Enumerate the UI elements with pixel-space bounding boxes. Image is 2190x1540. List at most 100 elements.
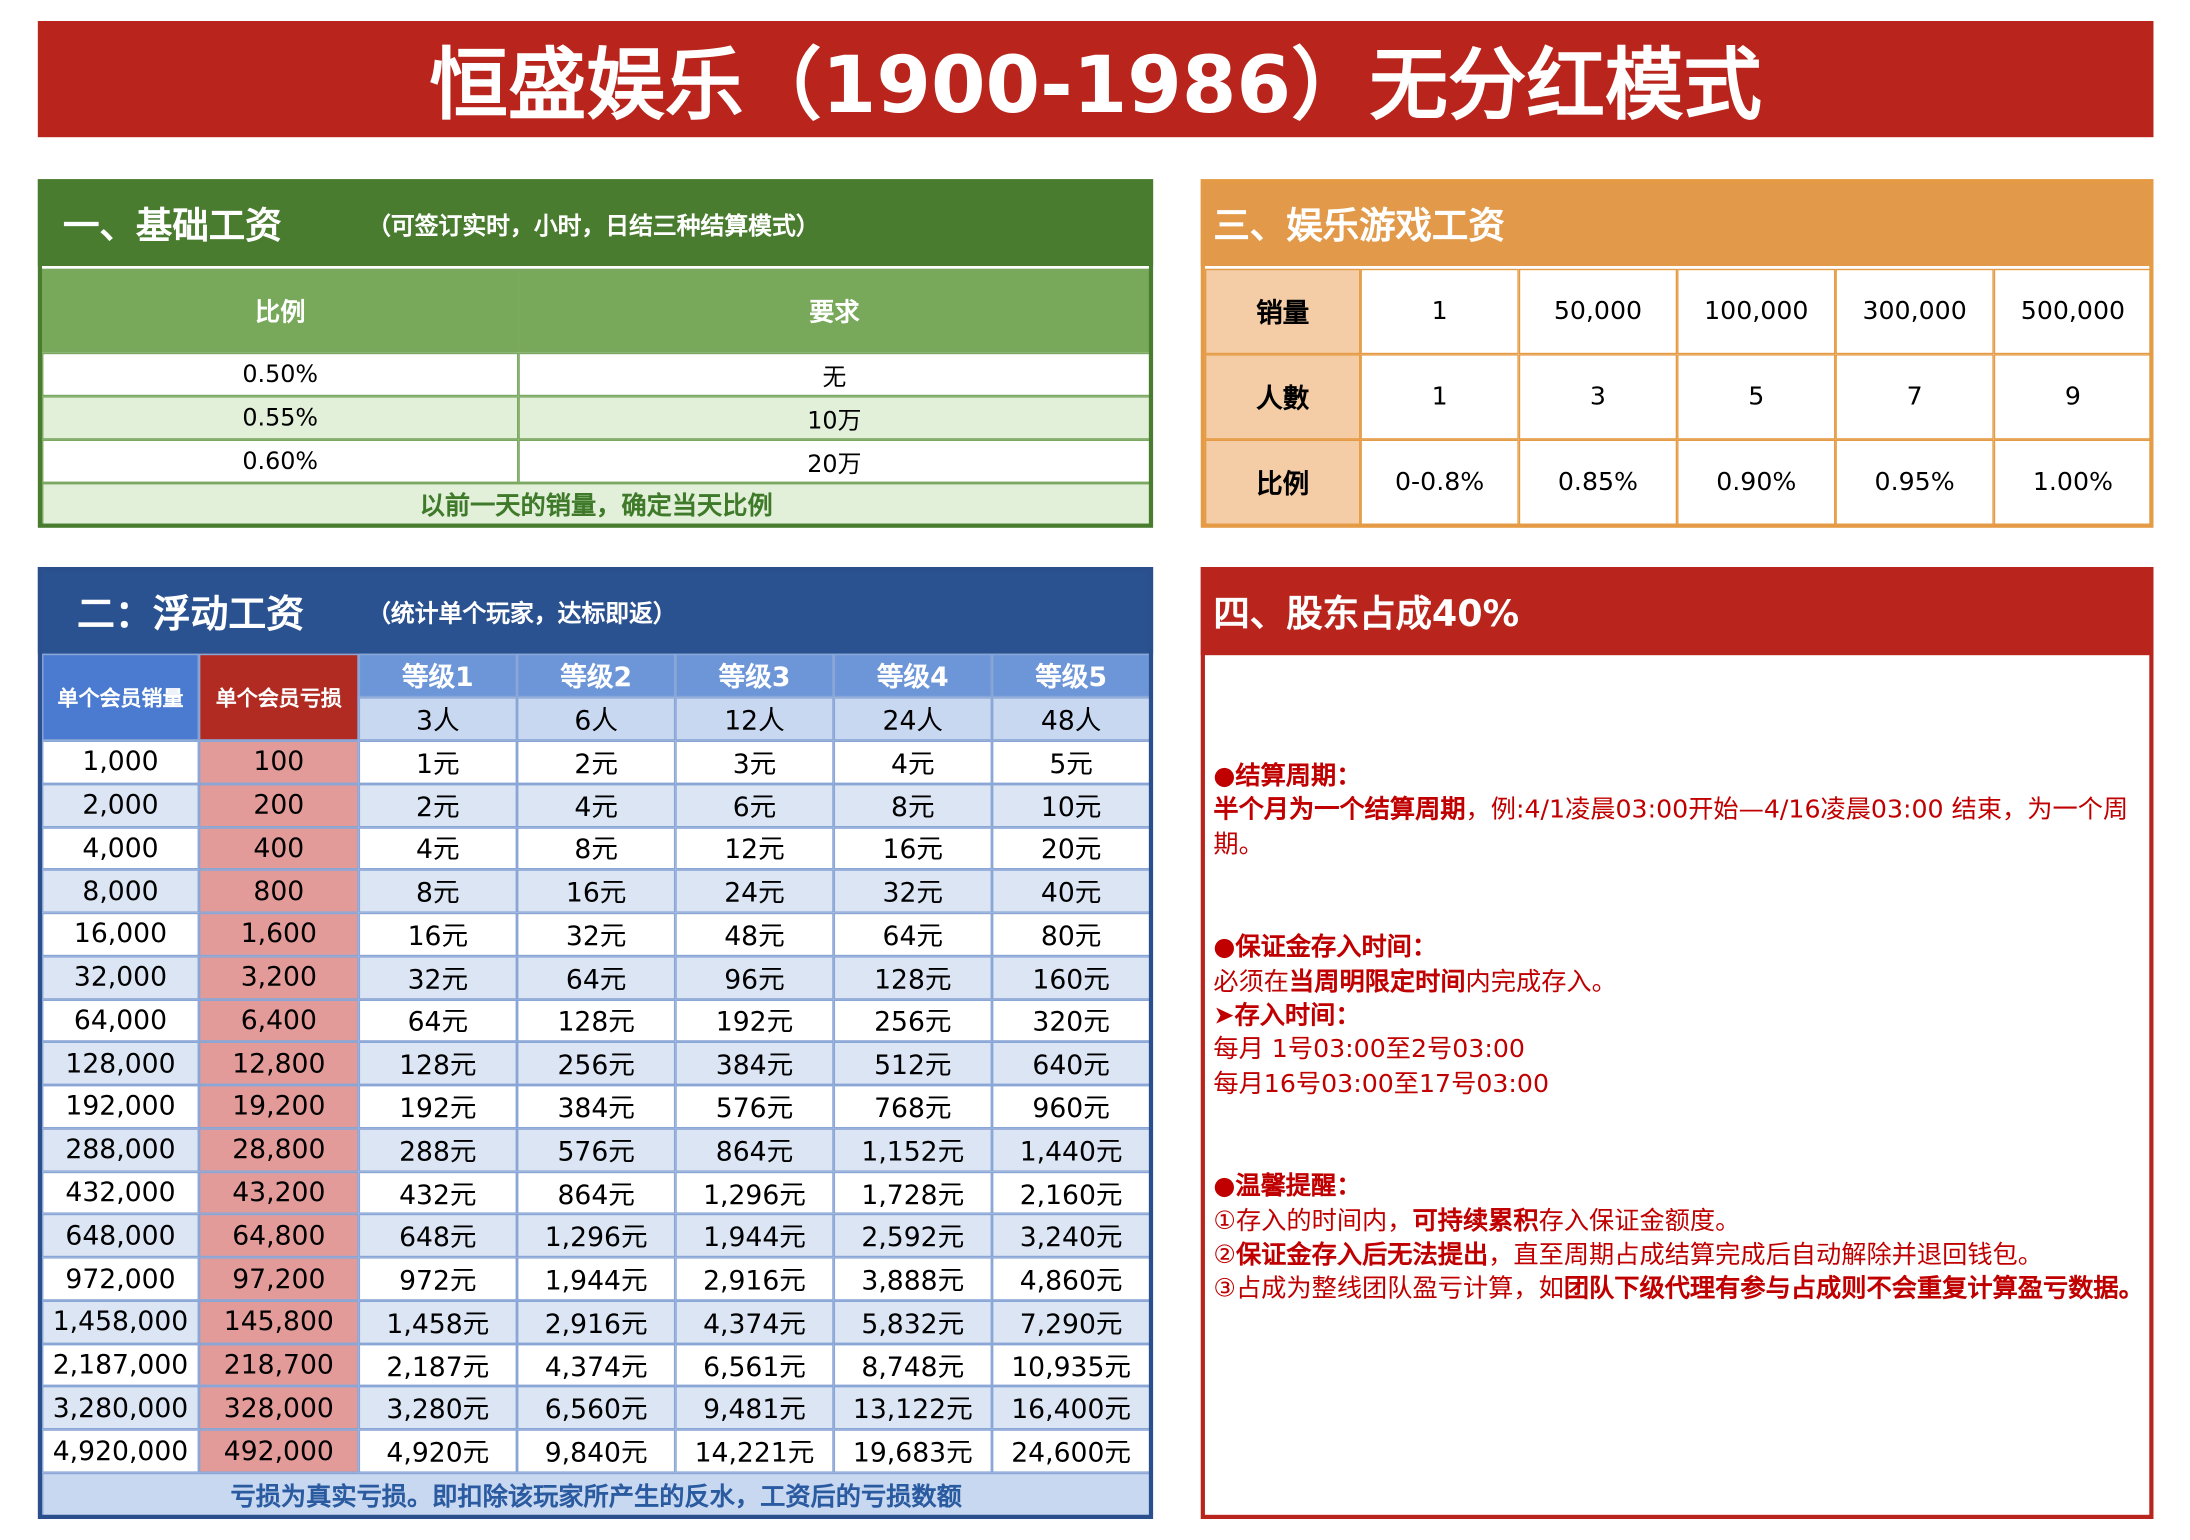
- table-cell: 1元: [358, 740, 518, 784]
- table-cell: 8元: [517, 826, 676, 870]
- table-cell: 288,000: [42, 1128, 199, 1172]
- table-cell: 1: [1360, 268, 1519, 355]
- panel-header: [1200, 179, 2154, 266]
- table-cell: 3,200: [198, 955, 359, 999]
- table-cell: 20万: [518, 439, 1151, 483]
- table-cell: 4元: [358, 826, 518, 870]
- note-text: ③占成为整线团队盈亏计算，如: [1213, 1274, 1564, 1305]
- note-text: ②: [1213, 1240, 1236, 1270]
- panel-heading: 三、娱乐游戏工资: [1213, 205, 1505, 248]
- table-cell: 320元: [991, 999, 1151, 1043]
- table-cell: 8元: [833, 783, 992, 827]
- note-text: ①存入的时间内，: [1213, 1206, 1413, 1236]
- table-cell: 0-0.8%: [1360, 439, 1519, 525]
- table-cell: 1,296元: [675, 1171, 834, 1215]
- table-cell: 19,683元: [833, 1429, 992, 1473]
- table-cell: 100: [198, 740, 359, 784]
- note-line: 每月 1号03:00至2号03:00: [1213, 1034, 2149, 1068]
- table-cell: 3,888元: [833, 1257, 992, 1301]
- table-cell: 1,600: [198, 912, 359, 956]
- table-cell: 2,187,000: [42, 1343, 199, 1387]
- note-line: ③占成为整线团队盈亏计算，如团队下级代理有参与占成则不会重复计算盈亏数据。: [1213, 1273, 2149, 1307]
- table-cell: 1: [1360, 354, 1519, 440]
- table-cell: 64,000: [42, 999, 199, 1043]
- table-cell: 3: [1518, 354, 1678, 440]
- table-cell: 12元: [675, 826, 834, 870]
- table-footer: 以前一天的销量，确定当天比例: [42, 483, 1151, 525]
- note-line: ➤存入时间：: [1213, 1000, 2149, 1034]
- table-cell: 1,000: [42, 740, 199, 784]
- table-cell: 2,592元: [833, 1214, 992, 1258]
- panel-frame: [1200, 179, 2154, 528]
- table-cell: 5,832元: [833, 1300, 992, 1344]
- row-label: 比例: [1204, 439, 1361, 525]
- table-cell: 24,600元: [991, 1429, 1151, 1473]
- table-cell: 32,000: [42, 955, 199, 999]
- table-cell: 64元: [358, 999, 518, 1043]
- note-text: 存入保证金额度。: [1538, 1206, 1741, 1236]
- table-cell: 8元: [358, 869, 518, 913]
- row-label: 销量: [1204, 268, 1361, 355]
- table-cell: 2,916元: [517, 1300, 676, 1344]
- table-cell: 48元: [675, 912, 834, 956]
- note-group: ●结算周期： 半个月为一个结算周期，例:4/1凌晨03:00开始—4/16凌晨03…: [1213, 760, 2149, 863]
- table-cell: 2元: [517, 740, 676, 784]
- title-bar: [37, 21, 2154, 138]
- level-people: 12人: [675, 697, 834, 741]
- panel-note: （统计单个玩家，达标即返）: [367, 599, 677, 628]
- table-cell: 2,916元: [675, 1257, 834, 1301]
- panel-frame: [37, 179, 1154, 528]
- panel-frame: [37, 567, 1154, 1519]
- table-cell: 10,935元: [991, 1343, 1151, 1387]
- table-cell: 256元: [517, 1042, 676, 1086]
- level-people: 3人: [358, 697, 518, 741]
- column-header: 比例: [42, 268, 519, 353]
- table-cell: 6元: [675, 783, 834, 827]
- note-text: 半个月为一个结算周期: [1213, 795, 1466, 826]
- table-cell: 1,152元: [833, 1128, 992, 1172]
- table-cell: 64元: [833, 912, 992, 956]
- table-cell: 960元: [991, 1085, 1151, 1129]
- table-cell: 0.60%: [42, 439, 519, 483]
- level-name: 等级5: [991, 653, 1151, 698]
- table-cell: 432,000: [42, 1171, 199, 1215]
- table-cell: 64元: [517, 955, 676, 999]
- note-text: ●保证金存入时间：: [1213, 932, 1438, 963]
- table-cell: 160元: [991, 955, 1151, 999]
- table-cell: 4元: [833, 740, 992, 784]
- table-cell: 4,920元: [358, 1429, 518, 1473]
- note-group: ●温馨提醒： ①存入的时间内，可持续累积存入保证金额度。 ②保证金存入后无法提出，直…: [1213, 1171, 2149, 1308]
- table-cell: 16元: [517, 869, 676, 913]
- note-text: ➤存入时间：: [1213, 1001, 1361, 1031]
- table-cell: 128元: [517, 999, 676, 1043]
- table-cell: 2,187元: [358, 1343, 518, 1387]
- note-line: 每月16号03:00至17号03:00: [1213, 1068, 2149, 1102]
- note-line: ●结算周期：: [1213, 760, 2149, 794]
- table-cell: 576元: [517, 1128, 676, 1172]
- table-cell: 3,280,000: [42, 1386, 199, 1430]
- panel-heading: 四、股东占成40%: [1213, 593, 1520, 636]
- table-cell: 128元: [358, 1042, 518, 1086]
- table-cell: 492,000: [198, 1429, 359, 1473]
- note-text: 必须在: [1213, 966, 1290, 997]
- table-cell: 40元: [991, 869, 1151, 913]
- table-cell: 1,728元: [833, 1171, 992, 1215]
- note-text: 可持续累积: [1412, 1206, 1539, 1236]
- note-text: ，例:4/1凌晨03:00开始—4/16凌晨03:00 结束，为一个周期。: [1213, 795, 2129, 860]
- table-cell: 1,944元: [675, 1214, 834, 1258]
- table-cell: 384元: [517, 1085, 676, 1129]
- table-cell: 8,000: [42, 869, 199, 913]
- table-cell: 640元: [991, 1042, 1151, 1086]
- table-cell: 192元: [675, 999, 834, 1043]
- note-line: ●温馨提醒：: [1213, 1171, 2149, 1205]
- level-people: 6人: [517, 697, 676, 741]
- panel-heading: 二：浮动工资: [77, 592, 305, 637]
- table-cell: 24元: [675, 869, 834, 913]
- table-cell: 6,561元: [675, 1343, 834, 1387]
- table-cell: 0.55%: [42, 396, 519, 440]
- table-cell: 218,700: [198, 1343, 359, 1387]
- table-cell: 972,000: [42, 1257, 199, 1301]
- table-cell: 128元: [833, 955, 992, 999]
- table-cell: 16,000: [42, 912, 199, 956]
